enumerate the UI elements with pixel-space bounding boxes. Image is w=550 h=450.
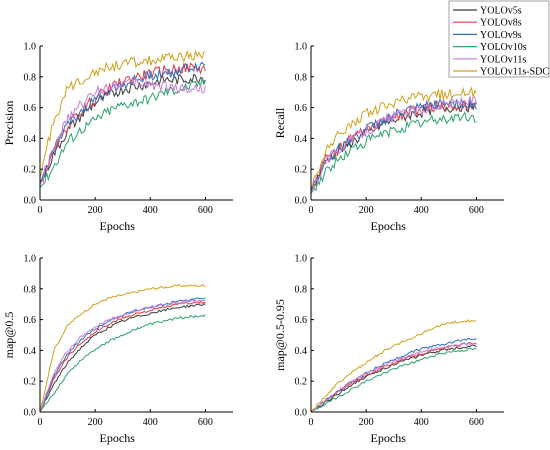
series-line-yolov5s: [311, 100, 477, 193]
y-tick-label: 0.2: [24, 377, 37, 388]
series-line-yolov11s-sdc: [40, 283, 206, 412]
x-axis-title: Epochs: [371, 431, 407, 445]
y-tick-label: 0.8: [295, 72, 308, 83]
series-line-yolov5s: [311, 344, 477, 412]
series-line-yolov8s: [40, 300, 206, 412]
y-axis-title: map@0.5: [2, 312, 16, 359]
series-line-yolov10s: [40, 313, 206, 412]
legend-label: YOLOv9s: [480, 30, 522, 41]
x-axis-title: Epochs: [100, 219, 136, 233]
x-tick-label: 600: [469, 417, 484, 428]
x-tick-label: 0: [309, 417, 314, 428]
series-line-yolov11s: [40, 299, 206, 412]
y-tick-label: 0.4: [295, 346, 308, 357]
y-tick-label: 1.0: [295, 42, 308, 53]
y-tick-label: 1.0: [295, 254, 308, 265]
legend-item: YOLOv11s-SDC: [453, 67, 549, 78]
y-tick-label: 0.2: [295, 377, 308, 388]
y-axis-title: Precision: [2, 101, 16, 146]
x-axis-title: Epochs: [100, 431, 136, 445]
y-tick-label: 0.0: [295, 196, 308, 207]
chart-panels: 0.0 0.2 0.4 0.6 0.8 1.0 0 200 400 600 Epochs Precis…: [2, 42, 504, 445]
legend-label: YOLOv10s: [480, 42, 527, 53]
series-lines: [311, 86, 477, 195]
series-line-yolov11s-sdc: [311, 319, 477, 412]
legend-item: YOLOv11s: [453, 54, 526, 65]
y-tick-label: 1.0: [24, 42, 37, 53]
x-axis-title: Epochs: [371, 219, 407, 233]
y-tick-label: 0.6: [24, 103, 37, 114]
series-lines: [311, 319, 477, 412]
legend-item: YOLOv9s: [453, 30, 522, 41]
legend-box: [448, 0, 550, 78]
x-tick-label: 0: [309, 205, 314, 216]
series-line-yolov8s: [40, 62, 206, 185]
chart-map50: 0.0 0.2 0.4 0.6 0.8 1.0 0 200 400 600 Epochs map@0.…: [2, 254, 233, 445]
y-tick-label: 0.6: [295, 315, 308, 326]
series-line-yolov8s: [311, 341, 477, 412]
chart-recall: 0.0 0.2 0.4 0.6 0.8 1.0 0 200 400 600 Epochs Recall: [273, 42, 504, 233]
series-line-yolov11s: [40, 76, 206, 185]
legend-label: YOLOv5s: [480, 6, 522, 17]
series-line-yolov9s: [40, 297, 206, 412]
x-tick-label: 400: [143, 417, 158, 428]
x-tick-label: 200: [88, 417, 103, 428]
series-line-yolov5s: [40, 73, 206, 185]
y-tick-label: 0.2: [295, 165, 308, 176]
series-line-yolov9s: [40, 61, 206, 185]
legend-item: YOLOv8s: [453, 18, 522, 29]
y-axis-title: Recall: [273, 107, 287, 138]
chart-precision: 0.0 0.2 0.4 0.6 0.8 1.0 0 200 400 600 Epochs Precis…: [2, 42, 233, 233]
y-tick-label: 0.0: [24, 196, 37, 207]
y-tick-label: 0.0: [24, 408, 37, 419]
y-tick-label: 0.8: [24, 72, 37, 83]
x-tick-label: 200: [359, 417, 374, 428]
legend-label: YOLOv11s-SDC: [480, 67, 549, 78]
y-tick-label: 0.8: [24, 284, 37, 295]
series-line-yolov5s: [40, 303, 206, 412]
y-tick-label: 0.4: [295, 134, 308, 145]
legend-label: YOLOv8s: [480, 18, 522, 29]
x-tick-label: 600: [469, 205, 484, 216]
series-line-yolov11s: [311, 96, 477, 193]
series-lines: [40, 283, 206, 412]
x-tick-label: 200: [359, 205, 374, 216]
x-tick-label: 600: [198, 417, 213, 428]
series-lines: [40, 49, 206, 189]
series-line-yolov11s: [311, 342, 477, 412]
y-tick-label: 1.0: [24, 254, 37, 265]
legend-item: YOLOv5s: [453, 6, 522, 17]
x-tick-label: 400: [414, 205, 429, 216]
series-line-yolov11s-sdc: [40, 49, 206, 178]
y-tick-label: 0.6: [295, 103, 308, 114]
series-line-yolov11s-sdc: [311, 86, 477, 188]
series-line-yolov10s: [311, 111, 477, 195]
x-tick-label: 200: [88, 205, 103, 216]
x-tick-label: 0: [38, 417, 43, 428]
y-axis-title: map@0.5-0.95: [273, 299, 287, 371]
y-tick-label: 0.4: [24, 134, 37, 145]
y-tick-label: 0.6: [24, 315, 37, 326]
chart-map50-95: 0.0 0.2 0.4 0.6 0.8 1.0 0 200 400 600 Epochs map@0.…: [273, 254, 504, 445]
y-tick-label: 0.4: [24, 346, 37, 357]
y-tick-label: 0.2: [24, 165, 37, 176]
series-line-yolov9s: [311, 337, 477, 412]
series-line-yolov10s: [40, 77, 206, 189]
y-tick-label: 0.8: [295, 284, 308, 295]
y-tick-label: 0.0: [295, 408, 308, 419]
legend-item: YOLOv10s: [453, 42, 527, 53]
x-tick-label: 400: [143, 205, 158, 216]
x-tick-label: 600: [198, 205, 213, 216]
x-tick-label: 400: [414, 417, 429, 428]
legend-label: YOLOv11s: [480, 54, 526, 65]
x-tick-label: 0: [38, 205, 43, 216]
series-line-yolov10s: [311, 347, 477, 412]
